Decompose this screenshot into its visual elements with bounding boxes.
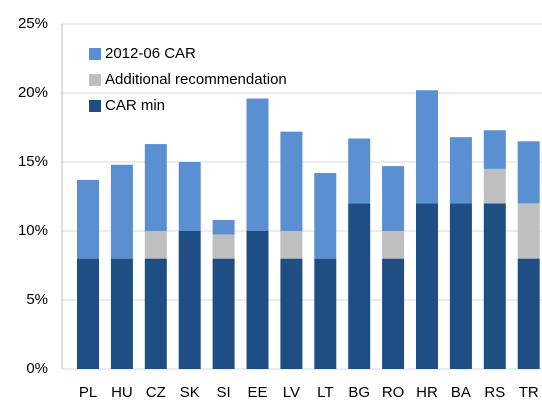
bar-segment (348, 203, 371, 369)
bar-segment (517, 141, 540, 204)
x-tick-label: RO (382, 384, 405, 401)
x-tick-label: HR (416, 384, 438, 401)
bar-segment (348, 138, 371, 204)
bar-segment (212, 234, 235, 259)
bar-segment (144, 231, 167, 259)
bar-segment (178, 162, 201, 231)
x-tick-label: HU (111, 384, 133, 401)
bar-segment (77, 258, 99, 369)
bar-segment (246, 98, 269, 232)
y-tick-label: 10% (18, 222, 48, 239)
x-tick-label: CZ (146, 384, 166, 401)
x-tick-label: PL (79, 384, 97, 401)
x-tick-label: BA (451, 384, 471, 401)
bar-segment (77, 179, 99, 259)
bar-segment (517, 203, 540, 259)
legend-label: Additional recommendation (105, 71, 287, 88)
y-tick-label: 5% (26, 291, 48, 308)
x-tick-label: SK (180, 384, 200, 401)
bar-segment (280, 231, 303, 259)
bar-segment (280, 258, 303, 369)
x-tick-label: LT (317, 384, 333, 401)
bar-segment (144, 144, 167, 231)
y-tick-label: 20% (18, 84, 48, 101)
bar-segment (483, 130, 506, 169)
legend-label: CAR min (105, 97, 165, 114)
bar-segment (212, 258, 235, 369)
x-tick-label: TR (519, 384, 539, 401)
y-tick-label: 25% (18, 15, 48, 32)
bar-segment (110, 164, 133, 259)
bar-segment (416, 203, 438, 369)
bar-segment (110, 258, 133, 369)
bar-segment (178, 231, 201, 369)
legend-label: 2012-06 CAR (105, 45, 196, 62)
bar-segment (382, 231, 405, 259)
bar-segment (449, 203, 472, 369)
legend-swatch (89, 48, 101, 60)
x-tick-label: BG (348, 384, 370, 401)
bar-segment (212, 219, 235, 235)
bar-segment (314, 173, 337, 259)
x-tick-label: RS (484, 384, 505, 401)
x-tick-label: SI (217, 384, 231, 401)
bar-segment (483, 168, 506, 204)
bar-segment (416, 90, 438, 204)
bar-segment (280, 131, 303, 231)
bar-segment (517, 258, 540, 369)
bar-segment (483, 203, 506, 369)
bar-segment (382, 166, 405, 231)
y-tick-label: 15% (18, 153, 48, 170)
bar-segment (449, 137, 472, 204)
legend-swatch (89, 100, 101, 112)
bar-segment (144, 258, 167, 369)
x-tick-label: LV (283, 384, 300, 401)
y-tick-label: 0% (26, 360, 48, 377)
bar-segment (314, 258, 337, 369)
legend-swatch (89, 74, 101, 86)
bar-segment (382, 258, 405, 369)
bar-segment (246, 231, 269, 369)
x-tick-label: EE (247, 384, 267, 401)
